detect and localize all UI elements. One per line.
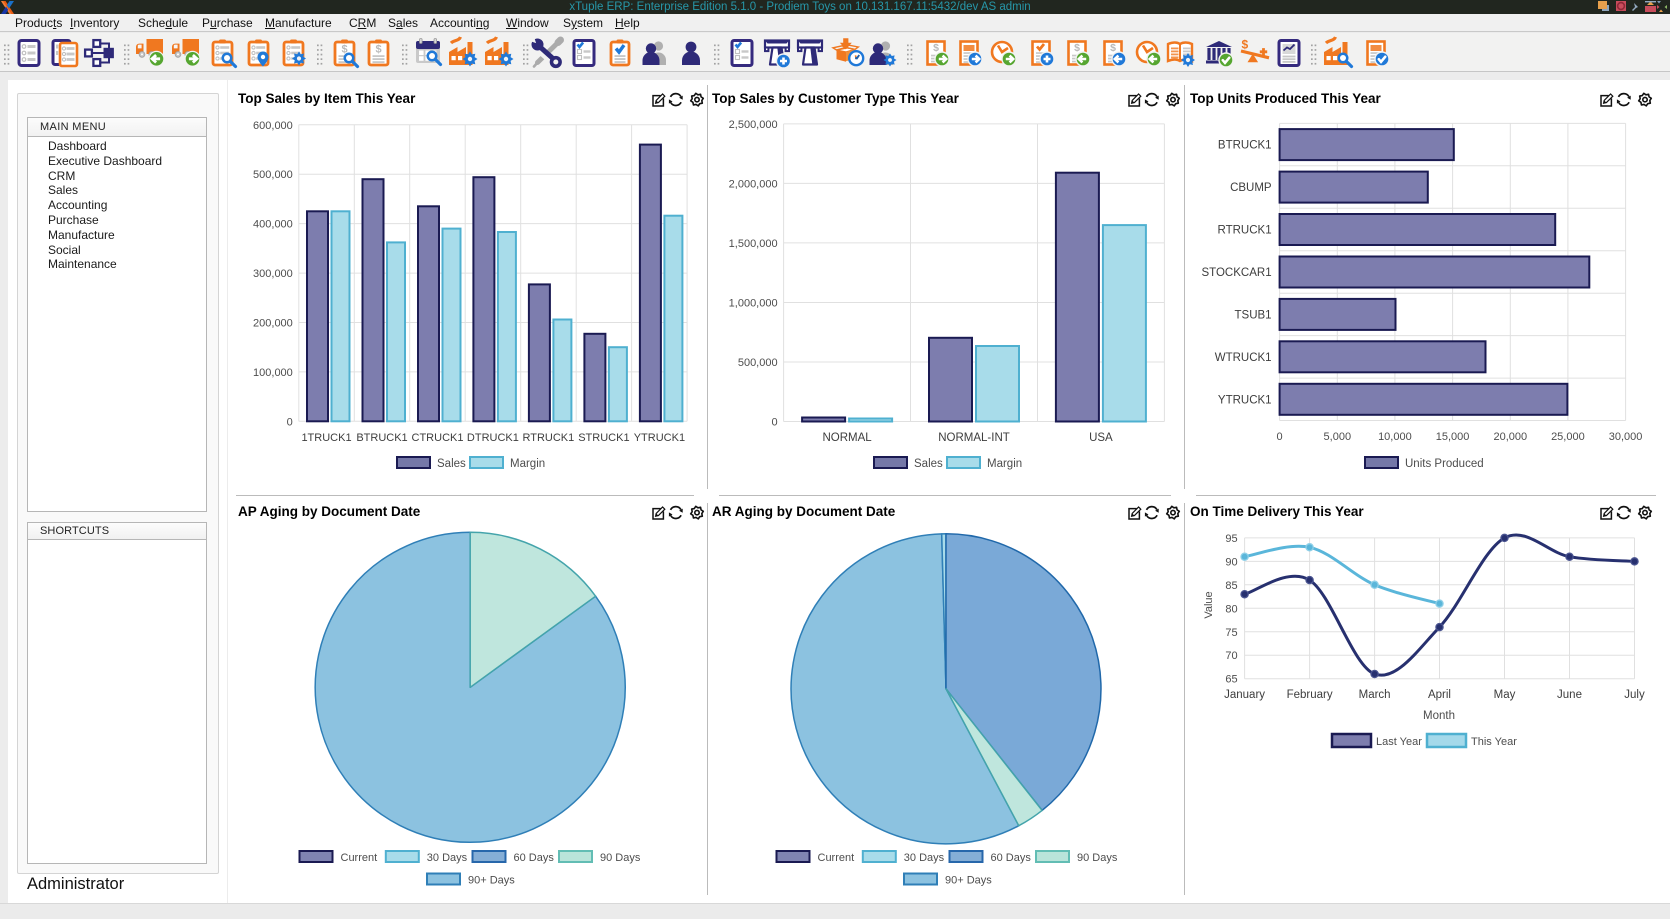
svg-text:90+ Days: 90+ Days [945,875,992,887]
svg-text:CTRUCK1: CTRUCK1 [412,432,464,444]
svg-text:70: 70 [1225,650,1237,662]
svg-text:85: 85 [1225,580,1237,592]
svg-text:90 Days: 90 Days [1077,852,1118,864]
svg-text:Current: Current [341,852,378,864]
svg-text:1,000,000: 1,000,000 [729,298,778,310]
svg-text:100,000: 100,000 [253,367,293,379]
svg-text:1,500,000: 1,500,000 [729,238,778,250]
svg-text:400,000: 400,000 [253,219,293,231]
svg-text:TSUB1: TSUB1 [1235,309,1272,321]
svg-text:20,000: 20,000 [1493,431,1527,443]
svg-text:$: $ [933,42,939,54]
svg-text:Sales: Sales [437,458,466,470]
svg-text:CBUMP: CBUMP [1230,182,1272,194]
svg-text:$: $ [1074,42,1080,54]
svg-text:0: 0 [287,416,293,428]
svg-text:2,500,000: 2,500,000 [729,119,778,131]
svg-text:Sales: Sales [914,458,943,470]
svg-text:USA: USA [1089,432,1113,444]
svg-text:RTRUCK1: RTRUCK1 [1217,225,1271,237]
svg-text:WTRUCK1: WTRUCK1 [1215,352,1272,364]
svg-text:$: $ [341,44,347,56]
svg-text:75: 75 [1225,627,1237,639]
svg-text:NORMAL: NORMAL [822,432,872,444]
svg-text:BTRUCK1: BTRUCK1 [1218,140,1272,152]
svg-text:Margin: Margin [987,458,1022,470]
svg-text:1TRUCK1: 1TRUCK1 [301,432,351,444]
svg-text:NORMAL-INT: NORMAL-INT [938,432,1010,444]
svg-text:July: July [1624,689,1645,701]
svg-text:February: February [1287,689,1333,701]
svg-text:This Year: This Year [1471,736,1517,748]
svg-text:Current: Current [818,852,855,864]
svg-text:80: 80 [1225,603,1237,615]
svg-text:30 Days: 30 Days [427,852,468,864]
svg-text:$: $ [1242,38,1249,52]
svg-text:25,000: 25,000 [1551,431,1585,443]
svg-text:10,000: 10,000 [1378,431,1412,443]
svg-text:May: May [1494,689,1516,701]
svg-text:90 Days: 90 Days [600,852,641,864]
svg-text:YTRUCK1: YTRUCK1 [1218,394,1272,406]
svg-text:January: January [1224,689,1265,701]
svg-text:BTRUCK1: BTRUCK1 [356,432,407,444]
svg-text:March: March [1359,689,1391,701]
svg-text:STRUCK1: STRUCK1 [578,432,629,444]
svg-text:90: 90 [1225,556,1237,568]
svg-text:300,000: 300,000 [253,268,293,280]
svg-text:Units Produced: Units Produced [1405,458,1484,470]
svg-text:YTRUCK1: YTRUCK1 [634,432,685,444]
svg-text:June: June [1557,689,1582,701]
svg-text:STOCKCAR1: STOCKCAR1 [1202,267,1272,279]
svg-text:60 Days: 60 Days [991,852,1032,864]
svg-text:95: 95 [1225,533,1237,545]
svg-text:500,000: 500,000 [253,169,293,181]
svg-text:0: 0 [1277,431,1283,443]
svg-text:Margin: Margin [510,458,545,470]
svg-text:Last Year: Last Year [1376,736,1422,748]
svg-text:$: $ [1110,42,1116,54]
svg-text:30 Days: 30 Days [904,852,945,864]
svg-text:Value: Value [1203,591,1215,618]
svg-text:500,000: 500,000 [738,357,778,369]
svg-text:200,000: 200,000 [253,318,293,330]
svg-text:65: 65 [1225,674,1237,686]
svg-text:2,000,000: 2,000,000 [729,178,778,190]
svg-text:5,000: 5,000 [1324,431,1352,443]
svg-text:0: 0 [771,417,777,429]
svg-text:Month: Month [1423,710,1455,722]
svg-text:RTRUCK1: RTRUCK1 [523,432,575,444]
svg-text:April: April [1428,689,1451,701]
svg-text:90+ Days: 90+ Days [468,875,515,887]
svg-text:DTRUCK1: DTRUCK1 [467,432,519,444]
svg-text:$: $ [375,44,381,56]
svg-text:15,000: 15,000 [1436,431,1470,443]
svg-text:600,000: 600,000 [253,120,293,132]
svg-text:60 Days: 60 Days [514,852,555,864]
svg-text:30,000: 30,000 [1609,431,1643,443]
